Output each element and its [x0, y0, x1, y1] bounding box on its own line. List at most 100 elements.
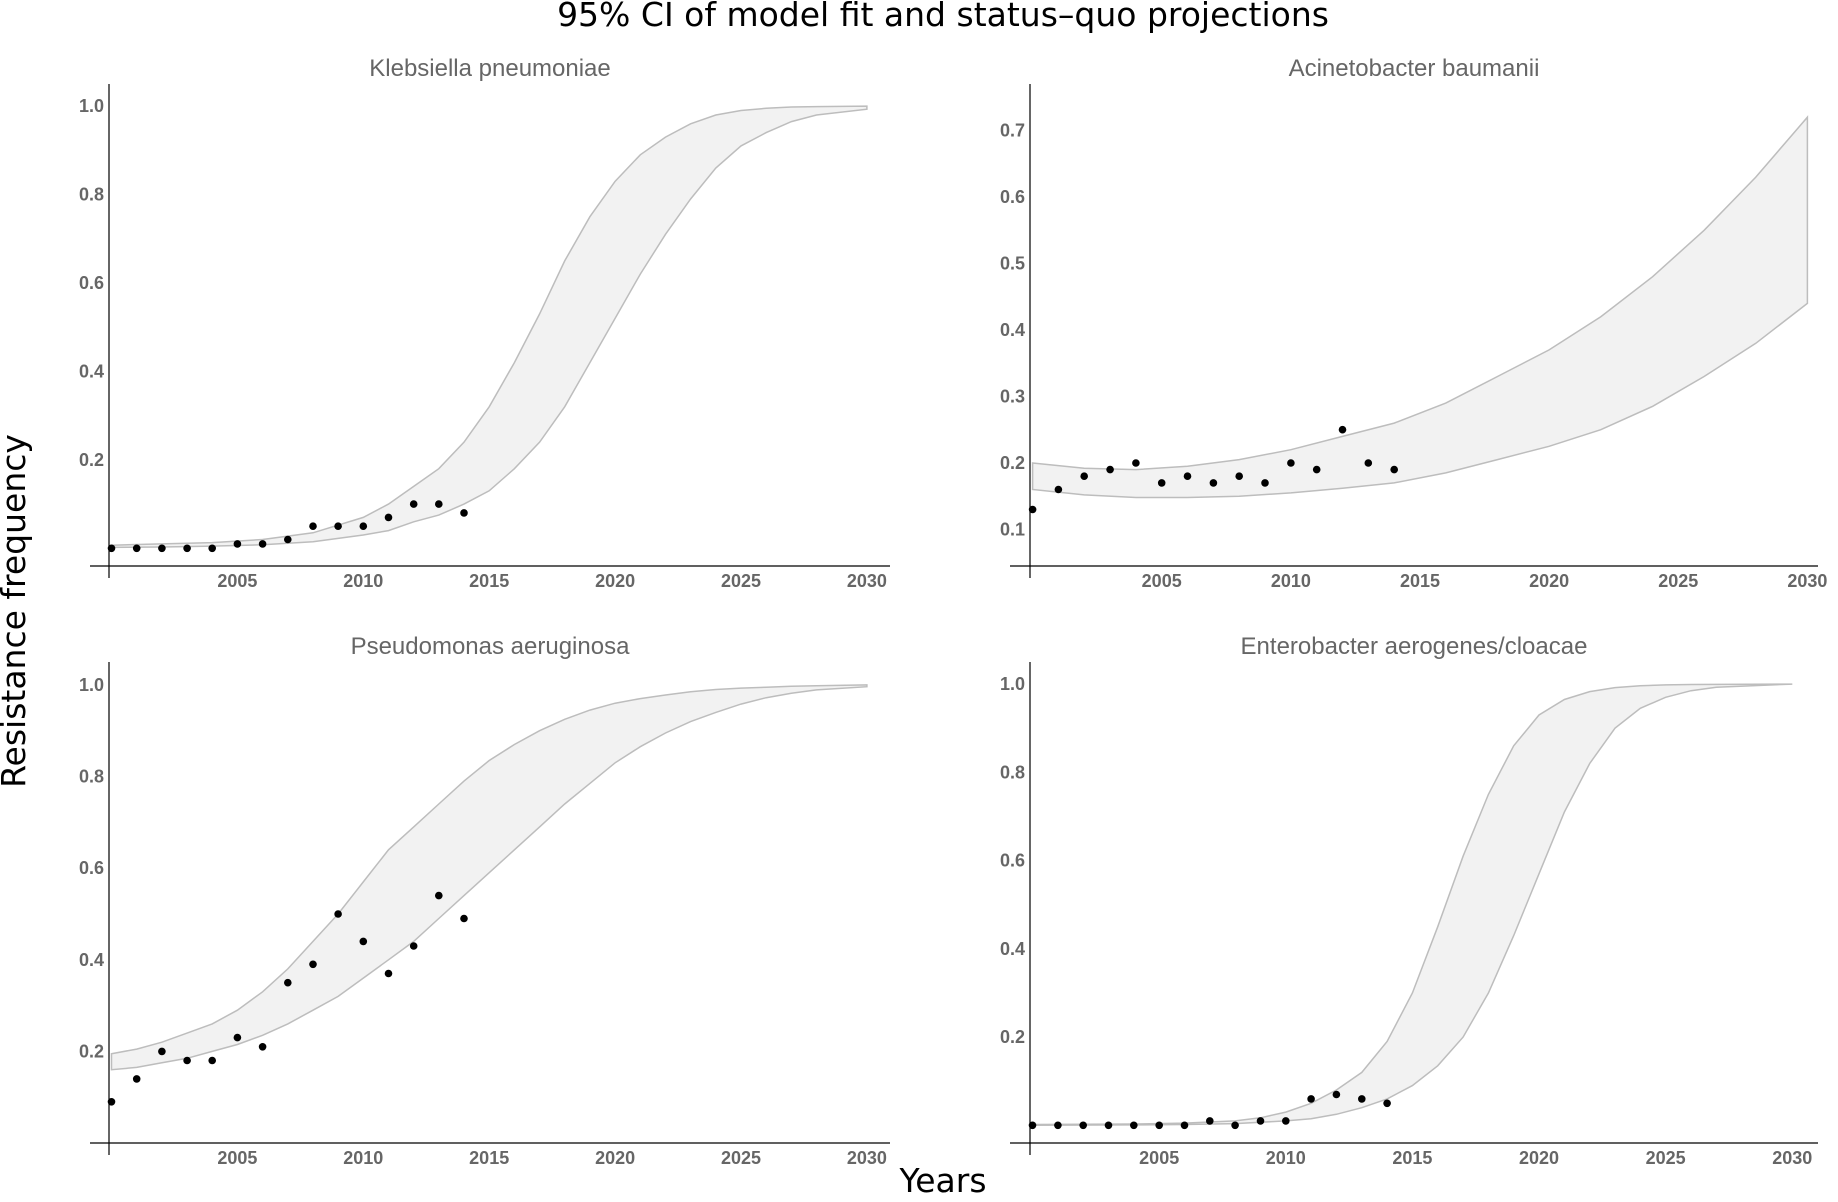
x-tick-label: 2010: [343, 1148, 383, 1168]
y-tick-label: 0.4: [79, 361, 104, 381]
data-point: [334, 522, 342, 530]
data-point: [460, 509, 468, 517]
y-tick-label: 0.5: [1000, 254, 1025, 274]
data-point: [359, 937, 368, 946]
data-point: [359, 522, 368, 530]
data-point: [1261, 479, 1269, 487]
x-tick-label: 2015: [1400, 571, 1440, 591]
y-tick-label: 0.1: [1000, 519, 1025, 539]
ci-band: [1031, 115, 1809, 499]
data-point: [1209, 479, 1218, 487]
data-point: [1231, 1121, 1239, 1130]
data-point: [258, 540, 267, 548]
data-point: [435, 891, 443, 900]
x-tick-label: 2005: [217, 571, 257, 591]
data-point: [1104, 1121, 1113, 1130]
x-tick-label: 2025: [721, 571, 761, 591]
x-tick-label: 2030: [1772, 1148, 1812, 1168]
data-point: [1312, 465, 1321, 474]
data-point: [309, 960, 317, 969]
data-point: [435, 500, 443, 508]
x-tick-label: 2015: [469, 1148, 509, 1168]
panel-title: Klebsiella pneumoniae: [369, 55, 611, 82]
data-point: [409, 942, 418, 950]
y-tick-label: 0.2: [1000, 453, 1025, 473]
x-tick-label: 2015: [469, 571, 509, 591]
data-point: [1157, 479, 1166, 487]
x-tick-label: 2025: [721, 1148, 761, 1168]
panel-title: Acinetobacter baumanii: [1289, 55, 1540, 82]
x-tick-label: 2025: [1658, 571, 1698, 591]
data-point: [208, 1056, 216, 1065]
data-point: [309, 522, 317, 530]
data-point: [1183, 472, 1192, 481]
y-tick-label: 0.4: [1000, 939, 1025, 959]
panel-title: Enterobacter aerogenes/cloacae: [1241, 633, 1588, 660]
data-point: [208, 544, 216, 553]
figure-title: 95% CI of model fit and status–quo proje…: [557, 0, 1329, 34]
x-tick-label: 2015: [1392, 1148, 1432, 1168]
data-point: [132, 544, 141, 553]
data-point: [107, 544, 116, 553]
data-point: [384, 969, 393, 978]
data-point: [1364, 459, 1373, 467]
data-point: [183, 544, 191, 553]
data-point: [1307, 1095, 1315, 1103]
data-point: [158, 1047, 166, 1056]
y-tick-label: 0.8: [79, 767, 104, 787]
y-tick-label: 0.6: [79, 858, 104, 878]
data-point: [1206, 1117, 1214, 1125]
x-tick-label: 2020: [1529, 571, 1569, 591]
panel-pseudomonas-aeruginosa: Pseudomonas aeruginosa 2005 2010 2015 2020 20…: [79, 633, 890, 1168]
data-point: [1079, 1121, 1087, 1130]
data-point: [233, 1033, 242, 1042]
data-point: [1054, 485, 1063, 494]
data-point: [1028, 505, 1037, 514]
y-tick-label: 0.7: [1000, 121, 1025, 141]
data-point: [1383, 1099, 1391, 1108]
data-point: [1054, 1121, 1062, 1130]
y-tick-label: 0.6: [1000, 851, 1025, 871]
panel-title: Pseudomonas aeruginosa: [351, 633, 631, 660]
panel-enterobacter-aerogenes-cloacae: Enterobacter aerogenes/cloacae 2005 2010 20…: [1000, 633, 1818, 1168]
y-tick-label: 0.2: [79, 1041, 104, 1061]
y-tick-label: 0.6: [1000, 187, 1025, 207]
x-tick-label: 2030: [847, 1148, 887, 1168]
y-tick-label: 0.4: [79, 950, 104, 970]
y-tick-label: 0.8: [1000, 762, 1025, 782]
data-point: [1332, 1090, 1341, 1099]
y-tick-label: 0.6: [79, 273, 104, 293]
panel-acinetobacter-baumanii: Acinetobacter baumanii 2005 2010 2015 2020 20…: [1000, 55, 1827, 591]
data-point: [258, 1043, 267, 1051]
data-point: [233, 540, 242, 548]
y-tick-label: 1.0: [79, 96, 104, 116]
data-point: [1080, 472, 1088, 481]
data-point: [1130, 1121, 1138, 1130]
data-point: [284, 978, 292, 987]
data-point: [132, 1075, 141, 1083]
data-point: [1132, 459, 1140, 467]
x-tick-label: 2005: [1142, 571, 1182, 591]
y-tick-label: 0.8: [79, 185, 104, 205]
data-point: [409, 500, 418, 508]
data-point: [183, 1056, 191, 1065]
data-point: [1287, 459, 1295, 467]
x-tick-label: 2025: [1646, 1148, 1686, 1168]
x-tick-label: 2005: [217, 1148, 257, 1168]
ci-band: [110, 105, 868, 549]
y-tick-label: 0.4: [1000, 320, 1025, 340]
y-tick-label: 1.0: [79, 675, 104, 695]
y-tick-label: 0.2: [1000, 1027, 1025, 1047]
x-tick-label: 2020: [595, 571, 635, 591]
data-point: [1282, 1117, 1290, 1125]
data-point: [1180, 1121, 1189, 1130]
data-point: [1390, 465, 1398, 474]
x-tick-label: 2010: [1266, 1148, 1306, 1168]
ci-band: [110, 684, 868, 1071]
data-point: [284, 535, 292, 544]
data-point: [1256, 1117, 1265, 1125]
x-tick-label: 2005: [1139, 1148, 1179, 1168]
y-tick-label: 1.0: [1000, 674, 1025, 694]
data-point: [158, 544, 166, 553]
